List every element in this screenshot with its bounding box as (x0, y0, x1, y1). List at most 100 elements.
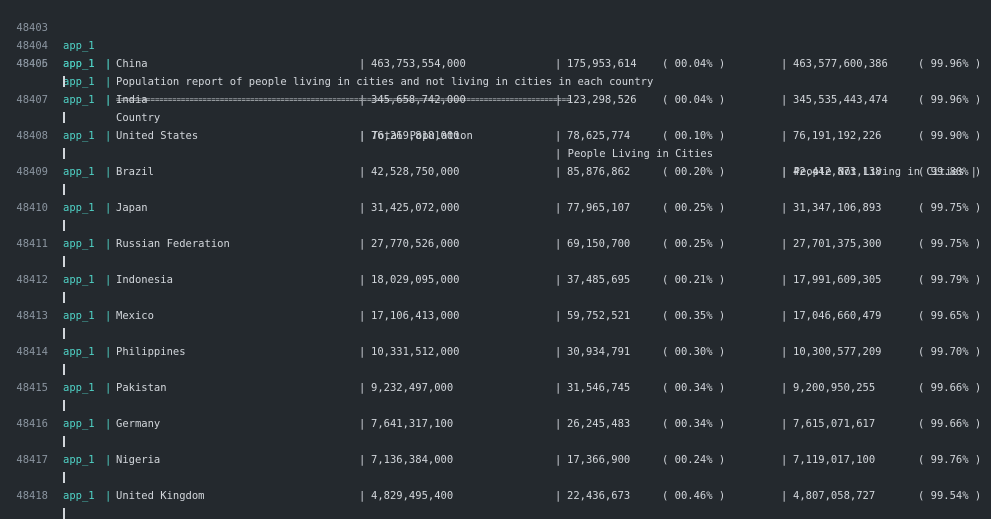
line-number: 48409 (16, 166, 48, 178)
line-number: 48403 (16, 22, 48, 34)
service-name: app_1 (63, 94, 95, 106)
service-name: app_1 (63, 166, 95, 178)
cell-living-in-cities-percent: ( 00.24% ) (662, 454, 726, 466)
cell-living-in-cities: 85,876,862 (567, 166, 631, 178)
wrapped-line-pipe (63, 328, 65, 339)
service-separator: | (105, 418, 112, 430)
line-number: 48417 (16, 454, 48, 466)
cell-separator: | (781, 382, 788, 394)
cell-living-in-cities-percent: ( 00.25% ) (662, 238, 726, 250)
cell-total-population: 76,269,818,000 (371, 130, 460, 142)
header-cities: | People Living in Cities (555, 148, 714, 160)
line-number: 48414 (16, 346, 48, 358)
cell-living-in-cities-percent: ( 00.21% ) (662, 274, 726, 286)
cell-separator: | (359, 346, 366, 358)
cell-country: Japan (116, 202, 148, 214)
cell-not-living-in-cities: 7,615,071,617 (793, 418, 876, 430)
service-separator: | (105, 490, 112, 502)
cell-living-in-cities: 30,934,791 (567, 346, 631, 358)
cell-separator: | (359, 274, 366, 286)
line-number: 48406 (16, 58, 48, 70)
service-name: app_1 (63, 238, 95, 250)
service-name: app_1 (63, 382, 95, 394)
line-number: 48413 (16, 310, 48, 322)
cell-country: Mexico (116, 310, 154, 322)
wrapped-line-pipe (63, 292, 65, 303)
cell-not-living-in-cities: 42,442,873,138 (793, 166, 882, 178)
cell-living-in-cities-percent: ( 00.25% ) (662, 202, 726, 214)
cell-separator: | (781, 58, 788, 70)
cell-not-living-in-cities-percent: ( 99.70% ) (918, 346, 982, 358)
cell-living-in-cities: 22,436,673 (567, 490, 631, 502)
cell-living-in-cities-percent: ( 00.30% ) (662, 346, 726, 358)
service-name: app_1 (63, 454, 95, 466)
cell-total-population: 27,770,526,000 (371, 238, 460, 250)
service-name: app_1 (63, 130, 95, 142)
cell-total-population: 17,106,413,000 (371, 310, 460, 322)
cell-living-in-cities: 59,752,521 (567, 310, 631, 322)
table-row: 48406 app_1 | China | 463,753,554,000 | 175,953… (0, 55, 991, 73)
wrapped-line-pipe (63, 400, 65, 411)
cell-country: Brazil (116, 166, 154, 178)
service-separator: | (105, 346, 112, 358)
cell-living-in-cities-percent: ( 00.10% ) (662, 130, 726, 142)
table-row: 48410 app_1 | Japan | 31,425,072,000 | 77,965,1… (0, 199, 991, 217)
cell-living-in-cities: 123,298,526 (567, 94, 637, 106)
cell-living-in-cities: 17,366,900 (567, 454, 631, 466)
service-name: app_1 (63, 202, 95, 214)
cell-not-living-in-cities: 9,200,950,255 (793, 382, 876, 394)
cell-living-in-cities: 26,245,483 (567, 418, 631, 430)
cell-not-living-in-cities-percent: ( 99.66% ) (918, 382, 982, 394)
line-number: 48416 (16, 418, 48, 430)
cell-separator: | (555, 202, 562, 214)
cell-not-living-in-cities-percent: ( 99.75% ) (918, 202, 982, 214)
cell-not-living-in-cities: 4,807,058,727 (793, 490, 876, 502)
cell-total-population: 9,232,497,000 (371, 382, 454, 394)
service-separator: | (105, 310, 112, 322)
cell-total-population: 10,331,512,000 (371, 346, 460, 358)
service-name: app_1 (63, 346, 95, 358)
cell-country: United Kingdom (116, 490, 205, 502)
service-separator: | (105, 202, 112, 214)
header-country: Country (116, 112, 161, 124)
cell-separator: | (359, 310, 366, 322)
cell-not-living-in-cities: 76,191,192,226 (793, 130, 882, 142)
cell-not-living-in-cities: 463,577,600,386 (793, 58, 888, 70)
cell-not-living-in-cities-percent: ( 99.80% ) (918, 166, 982, 178)
service-separator: | (105, 454, 112, 466)
cell-separator: | (359, 166, 366, 178)
cell-separator: | (359, 202, 366, 214)
service-name: app_1 (63, 418, 95, 430)
service-separator: | (105, 94, 112, 106)
cell-separator: | (555, 310, 562, 322)
line-number: 48412 (16, 274, 48, 286)
cell-country: Indonesia (116, 274, 173, 286)
line-number: 48408 (16, 130, 48, 142)
cell-separator: | (359, 130, 366, 142)
cell-living-in-cities: 69,150,700 (567, 238, 631, 250)
cell-total-population: 463,753,554,000 (371, 58, 466, 70)
cell-not-living-in-cities: 10,300,577,209 (793, 346, 882, 358)
cell-total-population: 345,658,742,000 (371, 94, 466, 106)
service-name: app_1 (63, 310, 95, 322)
cell-living-in-cities: 175,953,614 (567, 58, 637, 70)
service-separator: | (105, 58, 112, 70)
service-name: app_1 (63, 490, 95, 502)
cell-not-living-in-cities: 7,119,017,100 (793, 454, 876, 466)
cell-living-in-cities: 78,625,774 (567, 130, 631, 142)
cell-country: Russian Federation (116, 238, 230, 250)
table-row: 48417 app_1 | Nigeria | 7,136,384,000 | 17,366,… (0, 451, 991, 469)
cell-not-living-in-cities-percent: ( 99.65% ) (918, 310, 982, 322)
report-title: Population report of people living in ci… (116, 76, 654, 88)
line-number: 48404 (16, 40, 48, 52)
cell-separator: | (781, 238, 788, 250)
cell-separator: | (555, 346, 562, 358)
rule-text: ========================================… (116, 95, 571, 104)
log-line-rule: 48404 app_1 | ==========================… (0, 19, 991, 104)
wrapped-line-pipe (63, 364, 65, 375)
cell-separator: | (555, 166, 562, 178)
cell-total-population: 7,136,384,000 (371, 454, 454, 466)
wrapped-line-pipe (63, 436, 65, 447)
cell-separator: | (359, 418, 366, 430)
